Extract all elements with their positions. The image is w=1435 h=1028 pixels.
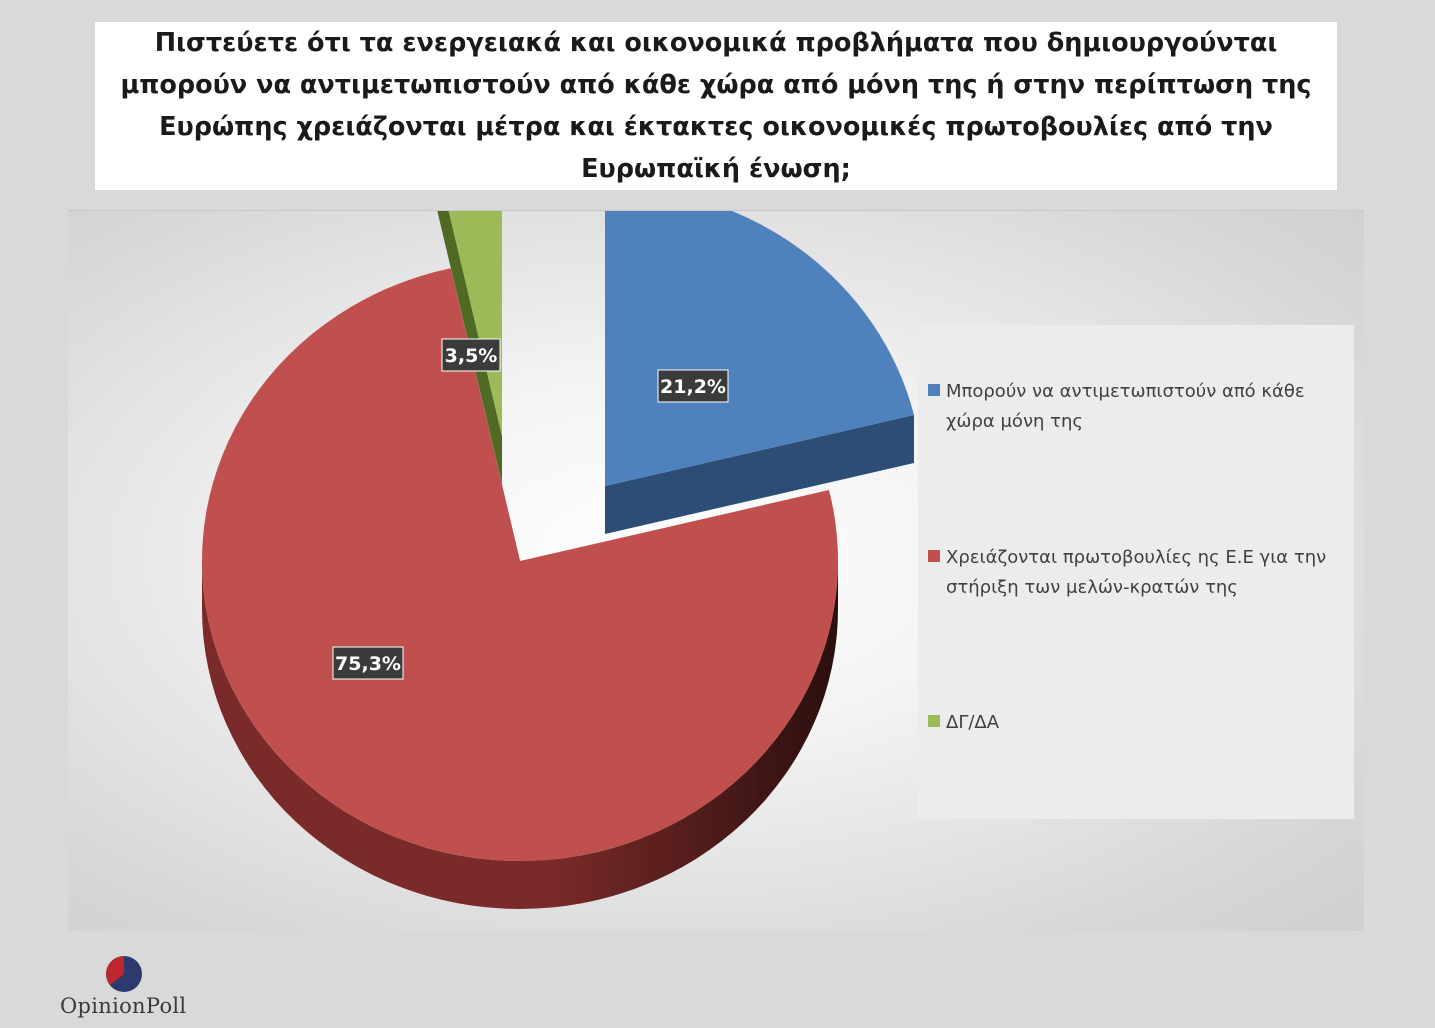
data-label-text-2: 3,5% (445, 345, 498, 367)
legend-swatch-0 (928, 384, 940, 396)
legend-label-1: Χρειάζονται πρωτοβουλίες ης Ε.Ε για την … (946, 547, 1327, 598)
data-label-2: 3,5% (441, 338, 501, 372)
data-label-text-1: 75,3% (335, 653, 401, 675)
opinionpoll-logo: OpinionPoll (60, 952, 200, 1022)
data-label-0: 21,2% (657, 369, 729, 403)
pie-slice-2 (448, 211, 502, 436)
pie-slice-1 (202, 268, 838, 861)
legend-label-0: Μπορούν να αντιμετωπιστούν από κάθε χώρα… (946, 381, 1305, 432)
data-label-bg-2 (441, 338, 501, 372)
logo-icon (106, 956, 142, 992)
title-box: Πιστεύετε ότι τα ενεργειακά και οικονομι… (95, 22, 1337, 190)
legend-swatch-1 (928, 550, 940, 562)
logo-text: OpinionPoll (60, 994, 187, 1018)
data-label-bg-0 (657, 369, 729, 403)
data-label-text-0: 21,2% (660, 376, 726, 398)
chart-title: Πιστεύετε ότι τα ενεργειακά και οικονομι… (120, 28, 1312, 184)
pie-slice-side-1 (202, 561, 838, 909)
pie-chart: 21,2% 75,3% 3,5% (202, 211, 914, 909)
data-label-1: 75,3% (332, 646, 404, 680)
data-label-bg-1 (332, 646, 404, 680)
pie-slice-0 (605, 211, 914, 486)
pie-slice-wall-0 (605, 415, 914, 534)
legend-label-2: ΔΓ/ΔΑ (946, 712, 1000, 733)
legend: Μπορούν να αντιμετωπιστούν από κάθε χώρα… (918, 325, 1354, 819)
legend-swatch-2 (928, 715, 940, 727)
